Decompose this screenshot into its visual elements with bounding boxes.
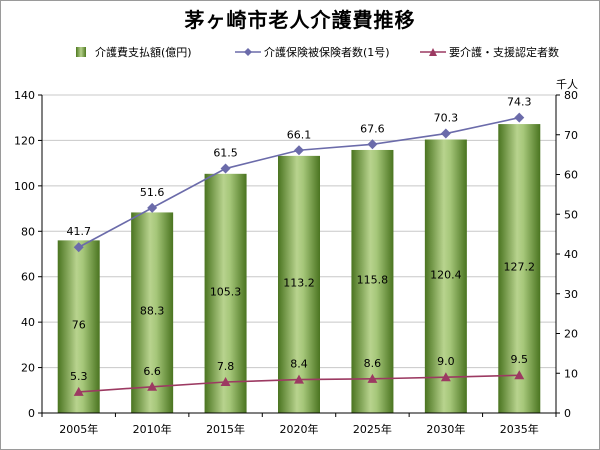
bar-value-label: 127.2 — [504, 261, 536, 274]
bar-value-label: 105.3 — [210, 285, 242, 298]
x-tick-label: 2005年 — [59, 422, 98, 436]
y-right-tick-label: 60 — [564, 169, 578, 182]
line-value-label: 74.3 — [507, 96, 532, 109]
y-right-tick-label: 20 — [564, 328, 578, 341]
data-point-triangle — [147, 381, 158, 391]
x-tick-label: 2030年 — [426, 422, 465, 436]
bar — [131, 212, 174, 413]
x-tick-label: 2035年 — [500, 422, 539, 436]
y-right-tick-label: 40 — [564, 248, 578, 261]
data-point-triangle — [220, 376, 231, 386]
y-right-tick-label: 50 — [564, 208, 578, 221]
bar — [424, 139, 467, 413]
y-right-tick-label: 70 — [564, 129, 578, 142]
x-tick-label: 2020年 — [280, 422, 319, 436]
legend-line1-swatch — [235, 48, 261, 56]
legend-item-line2: 要介護・支援認定者数 — [420, 44, 559, 60]
data-point-diamond — [220, 163, 231, 174]
legend-item-line1: 介護保険被保険者数(1号) — [235, 44, 390, 60]
data-point-triangle — [440, 372, 451, 382]
y-right-tick-label: 30 — [564, 288, 578, 301]
y-left-tick-label: 80 — [21, 225, 35, 238]
data-point-diamond — [147, 202, 158, 213]
x-tick-label: 2015年 — [206, 422, 245, 436]
chart-title: 茅ヶ崎市老人介護費推移 — [184, 8, 416, 32]
line-value-label: 9.0 — [437, 355, 455, 368]
bar-value-label: 113.2 — [283, 276, 315, 289]
y-right-tick-label: 0 — [564, 407, 571, 420]
legend-label-bar: 介護費支払額(億円) — [95, 46, 192, 59]
data-point-diamond — [73, 242, 84, 253]
legend-item-bar: 介護費支払額(億円) — [70, 44, 192, 60]
data-point-diamond — [367, 139, 378, 150]
data-point-triangle — [367, 373, 378, 383]
right-axis-unit: 千人 — [556, 78, 578, 91]
data-point-diamond — [294, 145, 304, 156]
data-point-triangle — [514, 370, 525, 380]
bar — [351, 149, 394, 413]
y-right-tick-label: 80 — [564, 89, 578, 102]
bar-value-label: 120.4 — [430, 268, 462, 281]
line-value-label: 70.3 — [434, 112, 459, 125]
line-value-label: 66.1 — [287, 128, 312, 141]
y-left-tick-label: 140 — [14, 89, 35, 102]
y-left-tick-label: 60 — [21, 271, 35, 284]
legend-label-line2: 要介護・支援認定者数 — [449, 46, 559, 59]
line-value-label: 7.8 — [217, 360, 235, 373]
bar-value-label: 76 — [72, 319, 86, 332]
line-value-label: 41.7 — [66, 225, 91, 238]
line-value-label: 51.6 — [140, 186, 165, 199]
data-point-triangle — [294, 374, 304, 384]
x-tick-label: 2010年 — [133, 422, 172, 436]
line-value-label: 67.6 — [360, 122, 385, 135]
line-value-label: 5.3 — [70, 370, 88, 383]
data-point-diamond — [514, 112, 525, 123]
y-left-tick-label: 100 — [14, 180, 35, 193]
legend-bar-swatch — [76, 47, 86, 57]
line-value-label: 8.6 — [364, 357, 382, 370]
line-value-label: 61.5 — [213, 147, 238, 160]
data-point-diamond — [440, 128, 451, 139]
y-left-tick-label: 0 — [28, 407, 35, 420]
bar — [278, 155, 320, 414]
bar — [498, 124, 541, 414]
y-left-tick-label: 120 — [14, 134, 35, 147]
bar — [204, 173, 247, 413]
y-left-tick-label: 40 — [21, 316, 35, 329]
line-value-label: 6.6 — [143, 365, 161, 378]
line-value-label: 9.5 — [511, 353, 529, 366]
bar-value-label: 115.8 — [357, 273, 389, 286]
bar-value-label: 88.3 — [140, 305, 165, 318]
chart-legend: 介護費支払額(億円) 介護保険被保険者数(1号) 要介護・支援認定者数 — [70, 44, 590, 60]
line-value-label: 8.4 — [290, 358, 308, 371]
y-right-tick-label: 10 — [564, 367, 578, 380]
legend-line2-swatch — [420, 48, 446, 56]
y-left-tick-label: 20 — [21, 362, 35, 375]
data-point-triangle — [73, 386, 84, 396]
x-tick-label: 2025年 — [353, 422, 392, 436]
legend-label-line1: 介護保険被保険者数(1号) — [264, 46, 390, 59]
bar — [57, 240, 100, 413]
